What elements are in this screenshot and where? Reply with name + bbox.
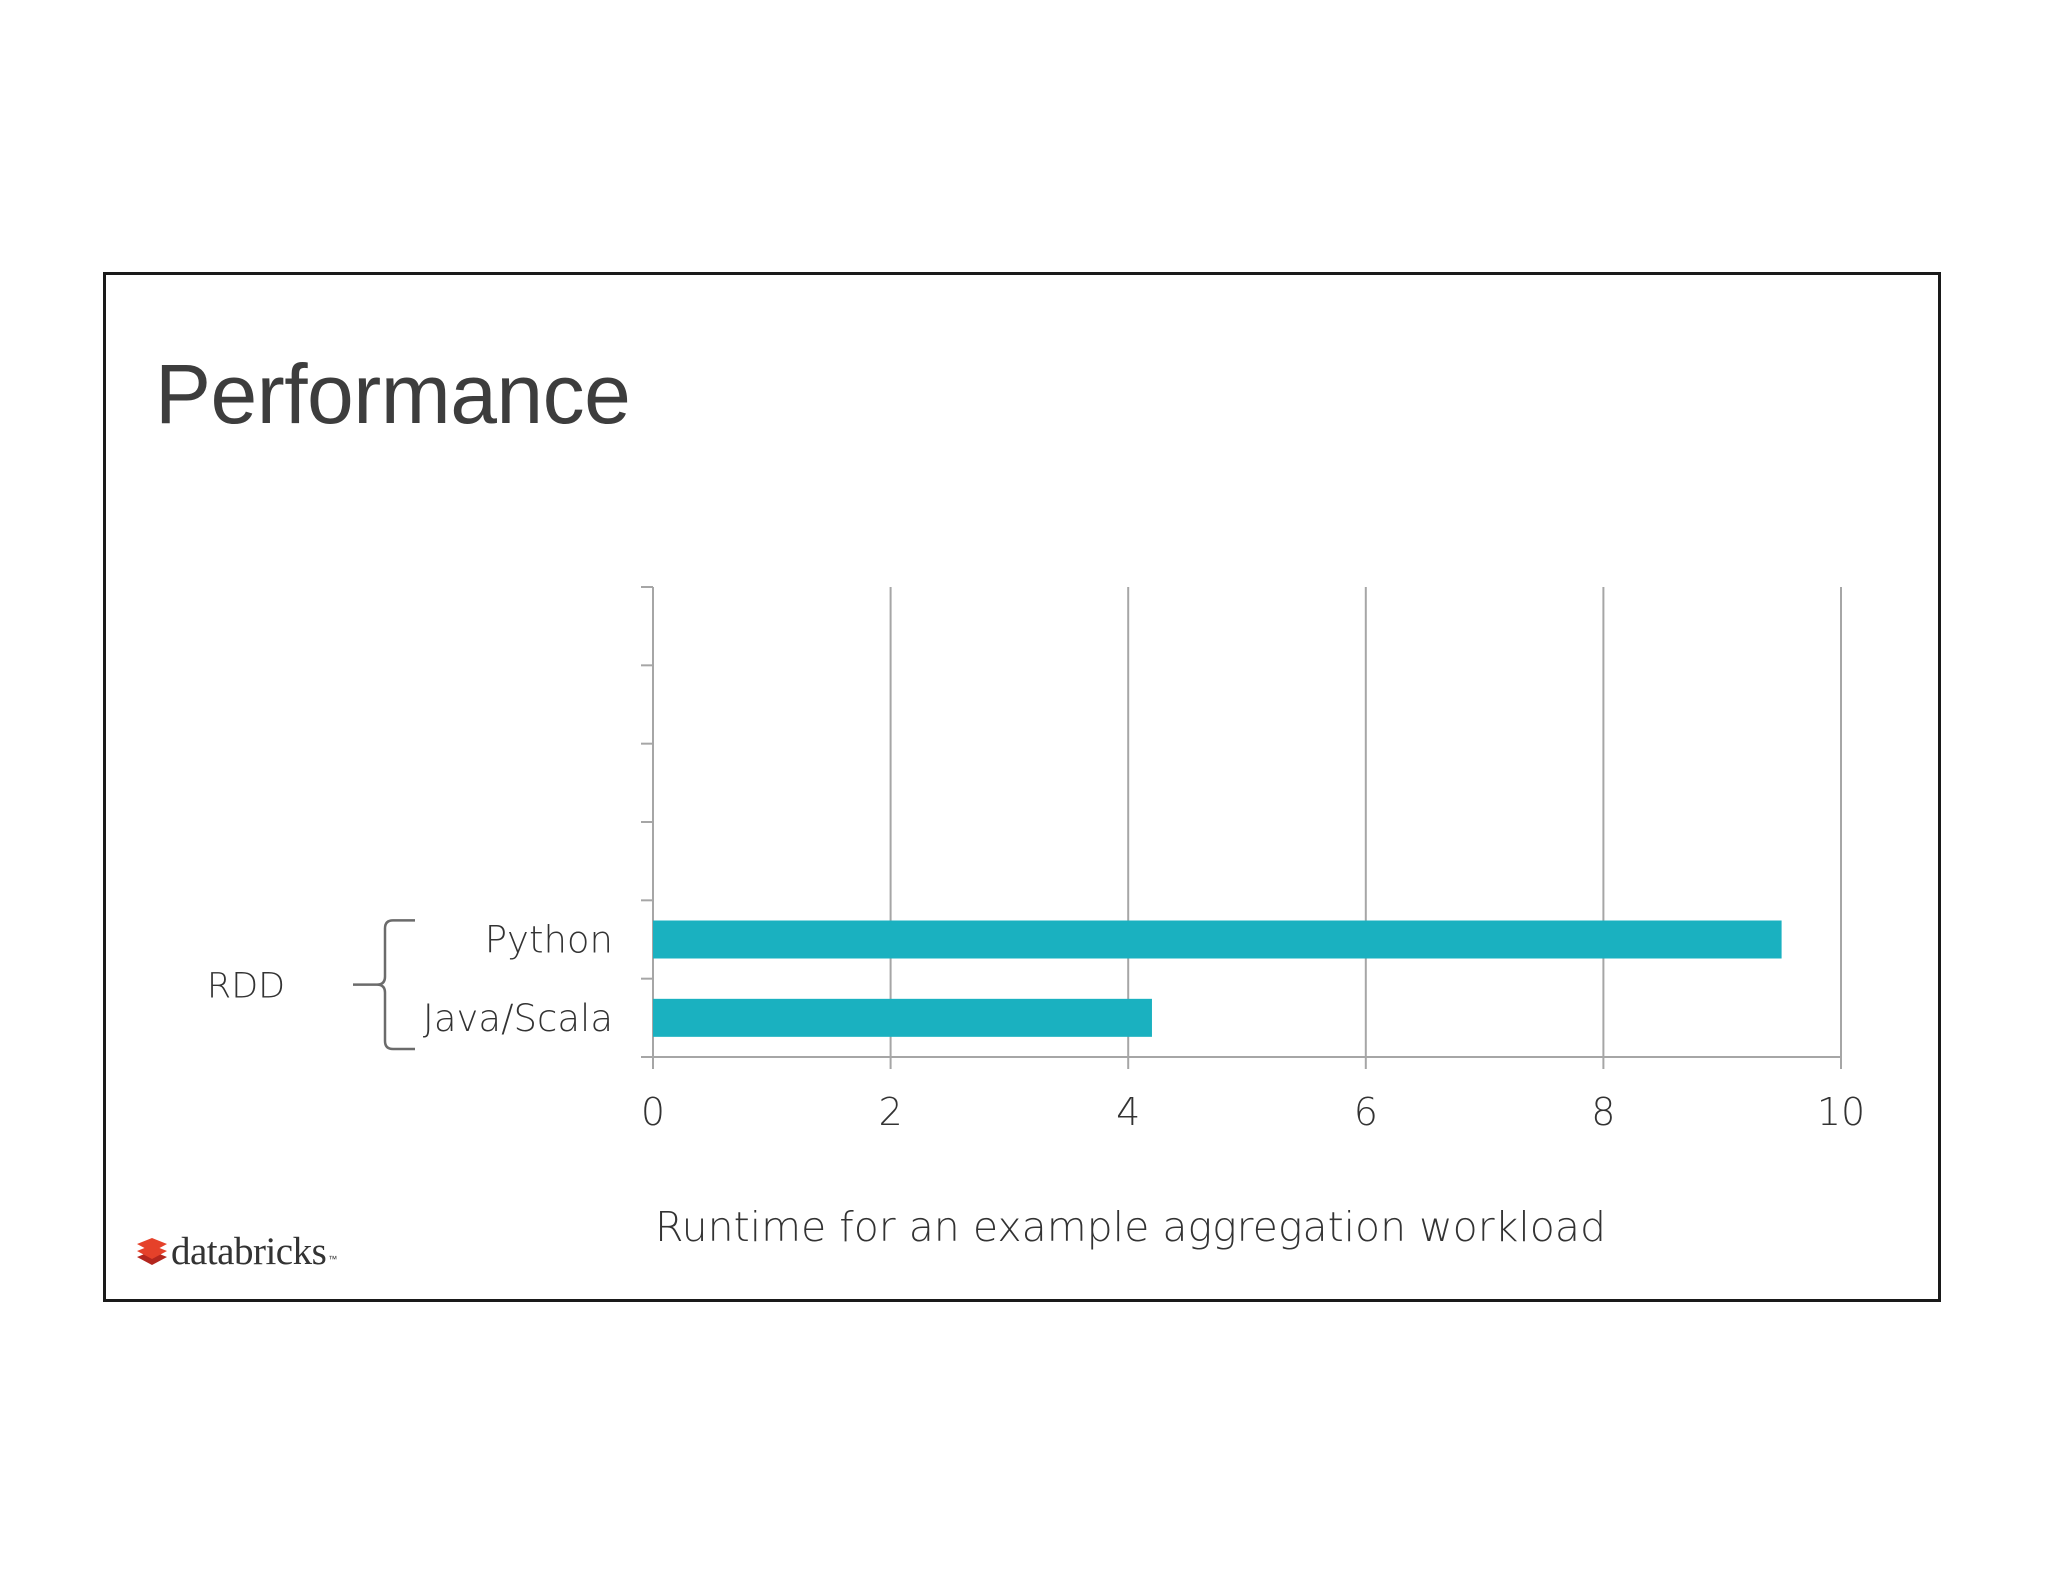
group-brace-shape bbox=[353, 919, 415, 1051]
x-tick-label: 10 bbox=[1817, 1090, 1865, 1134]
y-category-label: Python bbox=[485, 919, 613, 962]
x-tick-label: 6 bbox=[1354, 1090, 1378, 1134]
x-tick-label: 8 bbox=[1591, 1090, 1615, 1134]
bar-java-scala bbox=[653, 998, 1152, 1037]
group-label: RDD bbox=[207, 967, 285, 1007]
slide-title: Performance bbox=[155, 347, 631, 441]
y-category-label: Java/Scala bbox=[423, 997, 613, 1040]
chart-bars bbox=[653, 920, 1782, 1037]
x-tick-label: 4 bbox=[1116, 1090, 1140, 1134]
databricks-logo-icon bbox=[137, 1237, 167, 1265]
x-tick-label: 0 bbox=[641, 1090, 665, 1134]
chart-axes bbox=[641, 586, 1841, 1069]
x-tick-label: 2 bbox=[879, 1090, 903, 1134]
brand-name: databricks bbox=[171, 1230, 327, 1273]
bar-python bbox=[653, 920, 1782, 959]
slide-frame bbox=[103, 272, 1941, 1302]
trademark-mark: ™ bbox=[328, 1254, 338, 1264]
chart-labels: 0 2 4 6 8 10 Python Java/Scala RDD Runtime for an… bbox=[207, 919, 1865, 1252]
chart-gridlines bbox=[889, 587, 1842, 1069]
group-brace bbox=[353, 919, 415, 1051]
databricks-logo: databricks ™ bbox=[135, 1232, 337, 1271]
x-axis-title: Runtime for an example aggregation workl… bbox=[655, 1203, 1606, 1251]
